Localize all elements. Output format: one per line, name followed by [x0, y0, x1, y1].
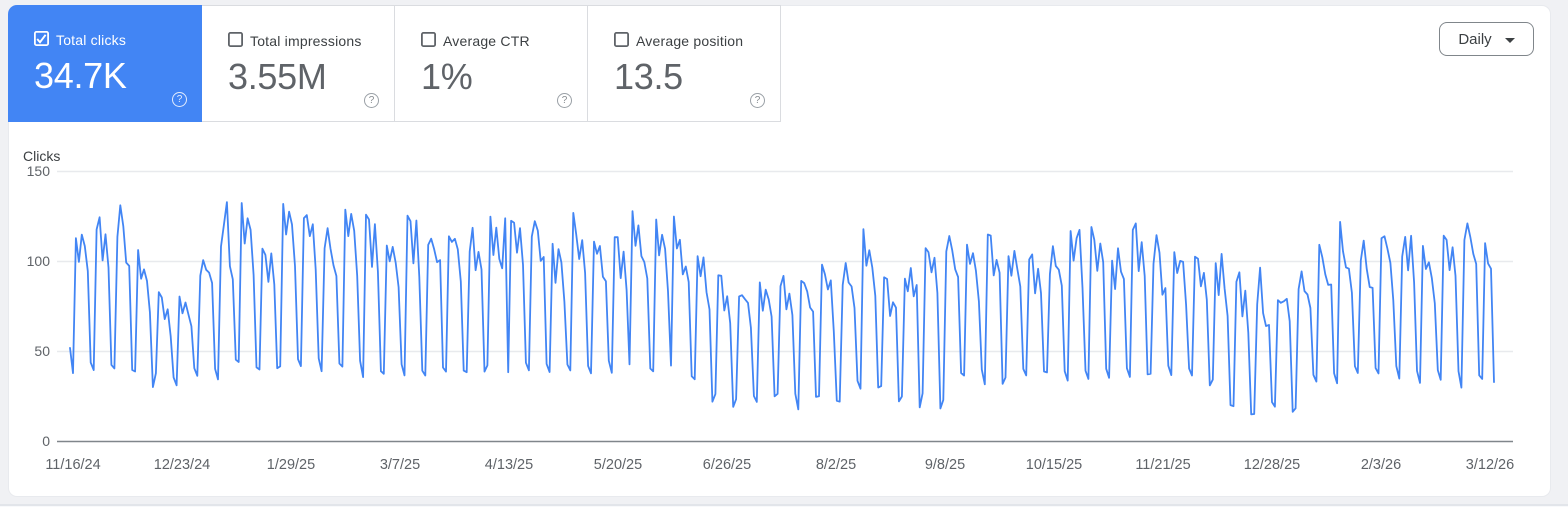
svg-text:11/21/25: 11/21/25: [1135, 457, 1190, 473]
svg-text:1/29/25: 1/29/25: [267, 457, 315, 473]
svg-text:150: 150: [27, 163, 51, 179]
svg-text:10/15/25: 10/15/25: [1026, 457, 1082, 473]
svg-text:11/16/24: 11/16/24: [45, 457, 100, 473]
svg-text:8/2/25: 8/2/25: [816, 457, 856, 473]
svg-text:2/3/26: 2/3/26: [1361, 457, 1401, 473]
svg-text:5/20/25: 5/20/25: [594, 457, 642, 473]
svg-text:4/13/25: 4/13/25: [485, 457, 533, 473]
svg-text:0: 0: [42, 433, 50, 449]
svg-text:50: 50: [34, 343, 50, 359]
svg-text:100: 100: [27, 253, 51, 269]
svg-text:3/7/25: 3/7/25: [380, 457, 420, 473]
svg-text:3/12/26: 3/12/26: [1466, 457, 1514, 473]
svg-text:12/23/24: 12/23/24: [154, 457, 210, 473]
svg-text:6/26/25: 6/26/25: [703, 457, 751, 473]
svg-text:9/8/25: 9/8/25: [925, 457, 965, 473]
svg-text:12/28/25: 12/28/25: [1244, 457, 1300, 473]
svg-text:Clicks: Clicks: [23, 148, 60, 164]
